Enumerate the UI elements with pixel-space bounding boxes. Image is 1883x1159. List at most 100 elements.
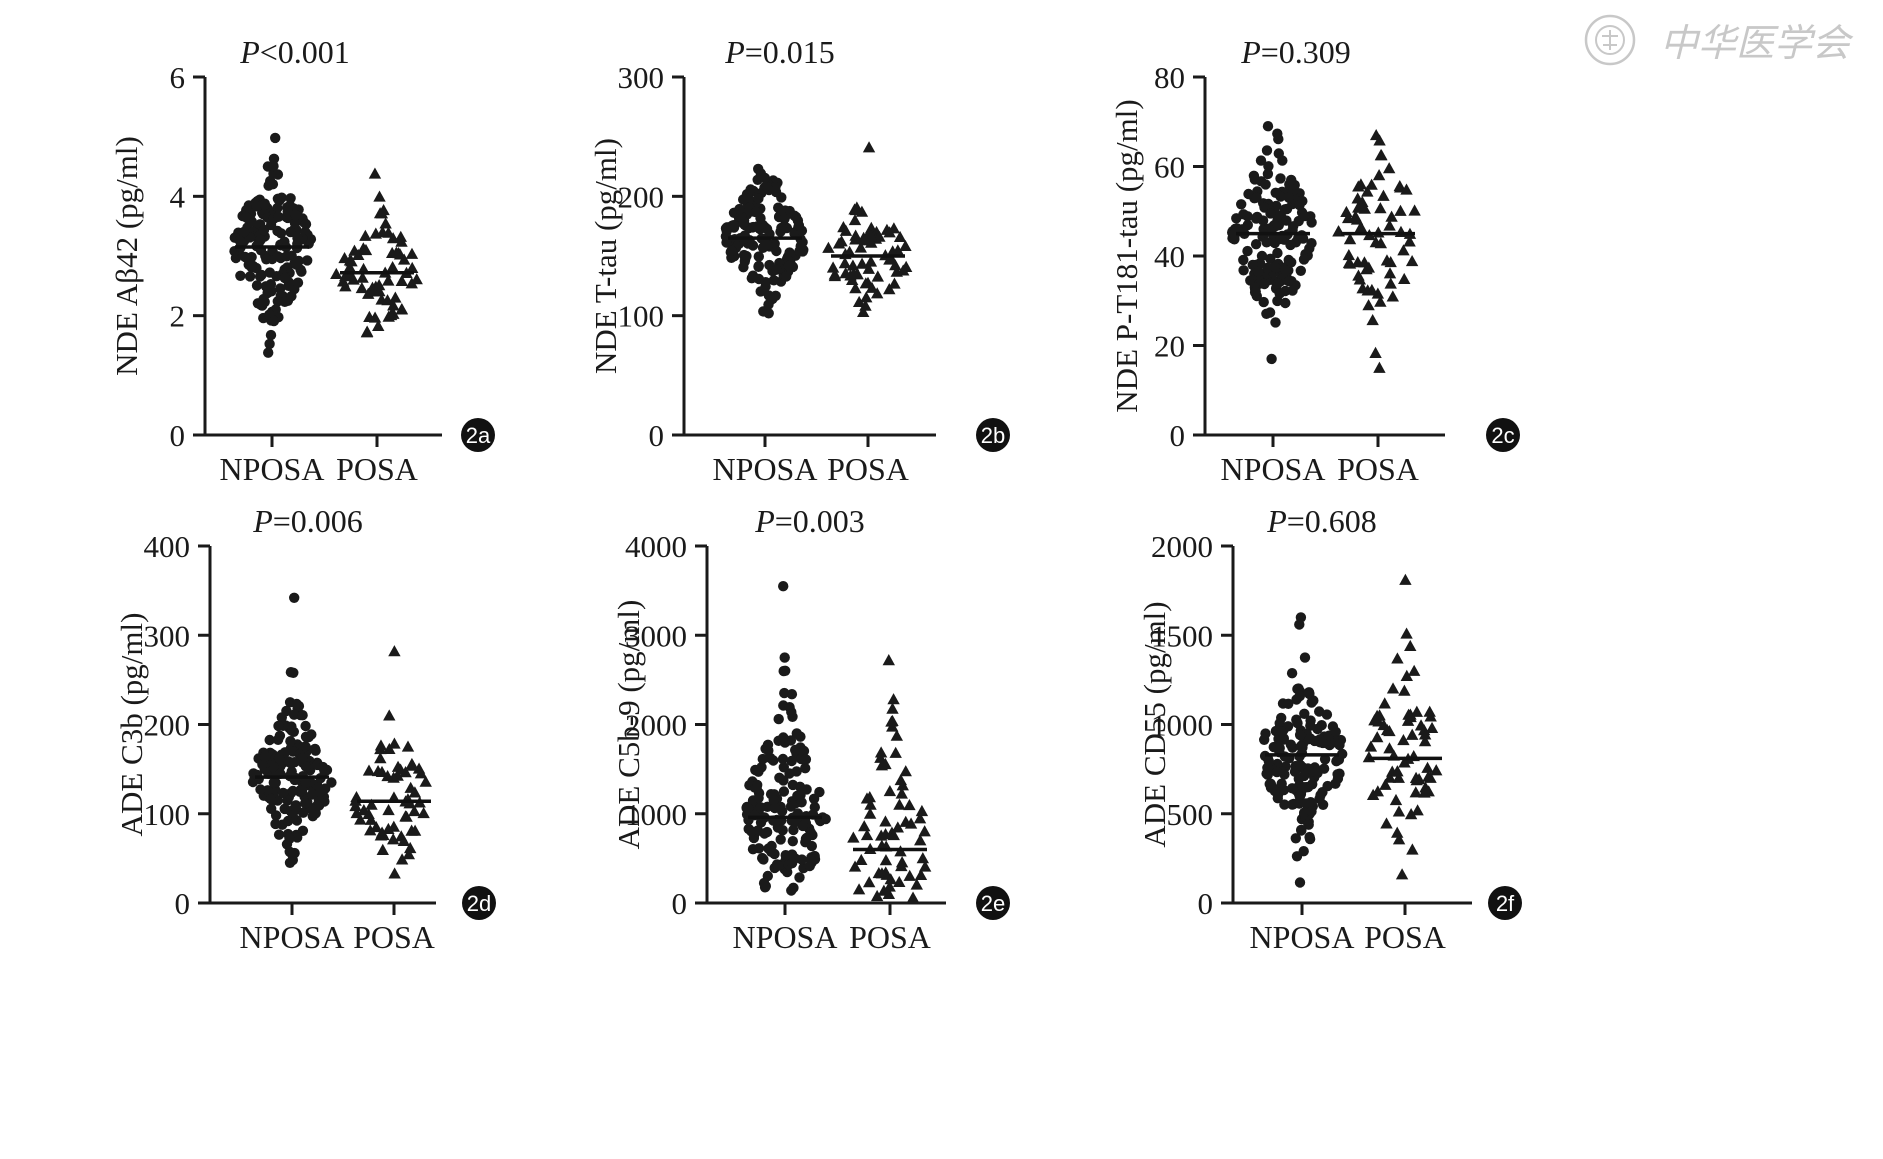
panel-badge: 2d [462, 886, 496, 920]
data-point [862, 876, 876, 888]
data-point [290, 259, 302, 270]
y-tick-label: 80 [1154, 60, 1185, 95]
data-point [786, 689, 798, 700]
data-point [753, 251, 764, 262]
data-point [852, 883, 866, 895]
y-tick-label: 200 [618, 179, 665, 214]
data-point [865, 236, 878, 248]
y-tick-label: 0 [1198, 886, 1214, 921]
data-point [330, 267, 343, 280]
data-point [1248, 170, 1260, 181]
data-point [857, 231, 870, 243]
data-point [1294, 729, 1306, 741]
y-tick-label: 2 [170, 299, 186, 334]
data-point [309, 743, 321, 755]
data-point [300, 777, 311, 788]
data-point [883, 880, 896, 892]
data-point [276, 712, 287, 723]
data-point [883, 253, 896, 265]
data-point [274, 752, 285, 764]
data-point [1319, 754, 1331, 765]
data-point [774, 772, 785, 783]
data-point [849, 282, 862, 294]
x-tick-label: POSA [353, 919, 435, 955]
data-point [1229, 229, 1240, 240]
data-point [1251, 192, 1262, 203]
y-tick-label: 0 [1170, 418, 1186, 453]
watermark-text: 中华医学会 [1660, 21, 1854, 65]
data-point [1375, 149, 1388, 161]
chart-panel-2b: P=0.015 0 100 200 300 NPOSA POSA NDE T-tau (pg/… [588, 34, 1010, 487]
data-point [777, 753, 789, 765]
data-point [872, 866, 886, 879]
data-point [343, 261, 356, 273]
series-nposa [1227, 121, 1317, 365]
y-axis-label: ADE CD55 (pg/ml) [1137, 601, 1172, 847]
data-point [1294, 877, 1306, 888]
data-point [883, 785, 897, 797]
data-point [282, 206, 293, 217]
data-point [886, 702, 899, 714]
data-point [798, 745, 810, 757]
data-point [234, 235, 245, 246]
data-point [828, 268, 842, 280]
data-point [339, 280, 352, 292]
series-nposa [741, 581, 831, 896]
data-point [895, 856, 909, 868]
data-point [757, 852, 768, 864]
data-point [395, 274, 409, 287]
series-posa [330, 167, 423, 338]
data-point [290, 802, 302, 814]
data-point [405, 757, 419, 770]
data-point [759, 172, 771, 184]
data-point [751, 783, 762, 794]
data-point [348, 244, 361, 256]
data-point [1263, 161, 1274, 172]
data-point [852, 295, 866, 308]
data-point [360, 325, 374, 337]
data-point [1385, 210, 1398, 222]
data-point [1286, 668, 1298, 679]
data-point [359, 243, 373, 256]
data-point [374, 739, 388, 751]
data-point [790, 744, 801, 756]
data-point [778, 581, 789, 592]
data-point [778, 732, 789, 743]
data-point [270, 818, 281, 830]
data-point [1394, 204, 1407, 216]
data-point [779, 687, 790, 699]
data-point [1397, 733, 1410, 746]
data-point [1355, 201, 1368, 213]
panel-badge-label: 2c [1491, 423, 1514, 448]
data-point [906, 891, 920, 903]
data-point [389, 291, 402, 303]
data-point [300, 798, 311, 809]
data-point [1273, 133, 1284, 145]
data-point [1386, 682, 1400, 694]
data-point [1361, 284, 1374, 296]
data-point [387, 833, 400, 845]
data-point [763, 843, 774, 854]
data-point [772, 860, 784, 871]
data-point [1250, 239, 1262, 250]
data-point [255, 234, 266, 246]
data-point [875, 759, 889, 771]
data-point [290, 210, 302, 221]
data-point [893, 798, 906, 810]
data-point [1304, 831, 1315, 843]
data-point [296, 266, 307, 277]
data-point [300, 219, 312, 230]
data-point [721, 222, 733, 233]
y-tick-label: 60 [1154, 150, 1185, 185]
data-point [1317, 737, 1329, 749]
data-point [1373, 134, 1386, 146]
data-point [1294, 199, 1305, 211]
data-point [1332, 769, 1343, 780]
y-tick-label: 4 [170, 179, 186, 214]
data-point [1406, 843, 1419, 855]
data-point [849, 204, 863, 216]
data-point [895, 787, 908, 799]
data-point [795, 790, 806, 801]
y-tick-label: 100 [618, 299, 665, 334]
data-point [1259, 278, 1270, 290]
